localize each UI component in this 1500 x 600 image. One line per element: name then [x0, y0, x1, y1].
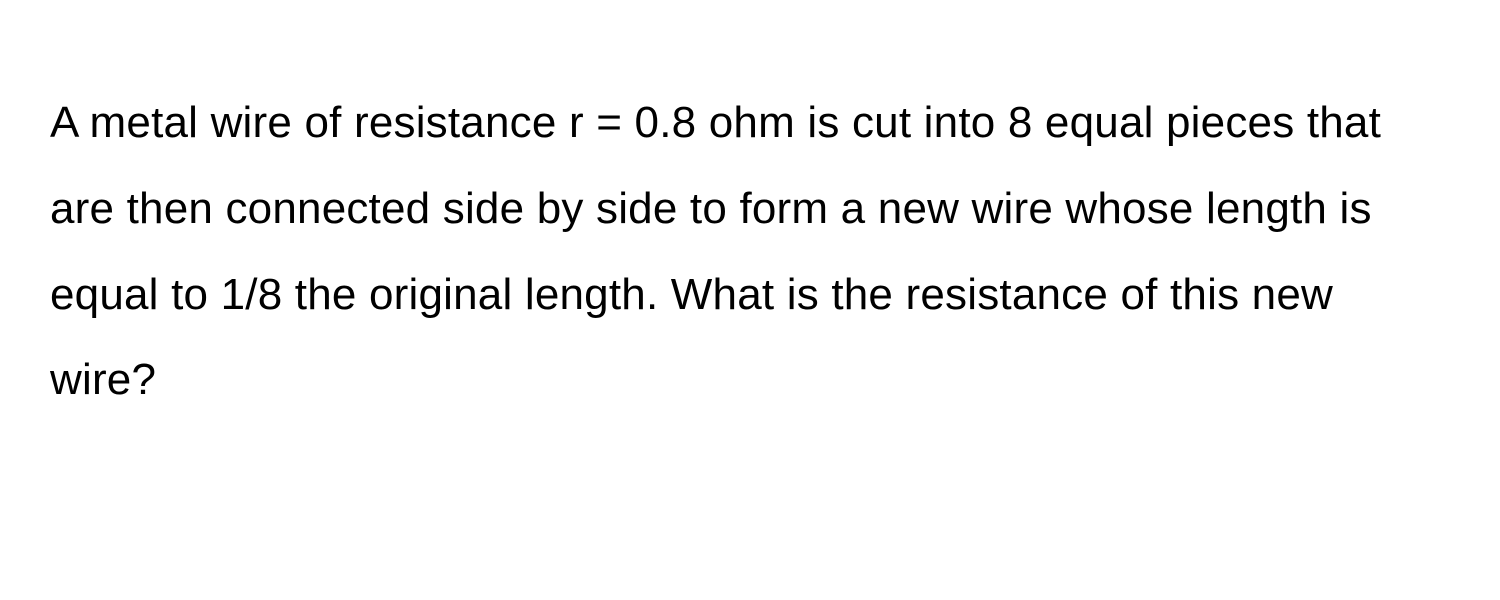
question-text: A metal wire of resistance r = 0.8 ohm i… — [50, 80, 1450, 423]
